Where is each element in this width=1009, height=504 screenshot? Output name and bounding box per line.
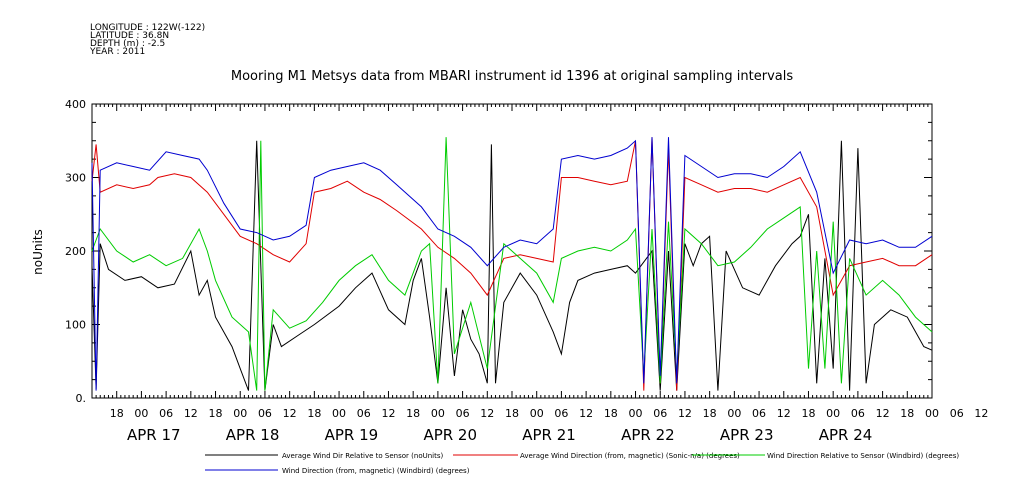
- legend: Average Wind Dir Relative to Sensor (noU…: [205, 452, 959, 475]
- x-hour-label: 06: [752, 407, 766, 420]
- x-day-label: APR 17: [127, 426, 181, 444]
- y-tick-label: 300: [65, 172, 86, 185]
- x-hour-label: 06: [653, 407, 667, 420]
- x-hour-label: 00: [925, 407, 939, 420]
- y-tick-label: 0.: [76, 392, 87, 405]
- y-axis-label: noUnits: [31, 229, 45, 275]
- legend-label: Average Wind Direction (from, magnetic) …: [520, 452, 740, 460]
- x-hour-label: 00: [629, 407, 643, 420]
- x-hour-label: 06: [357, 407, 371, 420]
- axis-ticks: 0. 100 200 300 400 18 00 06 12 18 00 06 12 18 00 06 12 18…: [65, 98, 988, 444]
- x-hour-label: 18: [505, 407, 519, 420]
- meta-year: YEAR : 2011: [90, 47, 146, 57]
- x-day-label: APR 23: [720, 426, 774, 444]
- x-hour-label: 12: [974, 407, 988, 420]
- x-hour-label: 12: [777, 407, 791, 420]
- x-day-label: APR 22: [621, 426, 675, 444]
- chart-title: Mooring M1 Metsys data from MBARI instru…: [231, 69, 793, 84]
- x-hour-label: 06: [456, 407, 470, 420]
- x-hour-label: 00: [727, 407, 741, 420]
- series-layer: [91, 137, 933, 391]
- x-day-label: APR 19: [325, 426, 379, 444]
- x-hour-label: 00: [826, 407, 840, 420]
- legend-label: Average Wind Dir Relative to Sensor (noU…: [282, 452, 443, 460]
- x-hour-label: 00: [134, 407, 148, 420]
- series-line-1: [91, 137, 933, 391]
- x-day-label: APR 21: [522, 426, 576, 444]
- x-hour-label: 00: [431, 407, 445, 420]
- series-line-0: [91, 140, 933, 391]
- legend-label: Wind Direction (from, magnetic) (Windbir…: [282, 467, 470, 475]
- x-hour-label: 00: [332, 407, 346, 420]
- x-hour-label: 18: [801, 407, 815, 420]
- x-day-label: APR 20: [423, 426, 477, 444]
- y-tick-label: 400: [65, 98, 86, 111]
- x-day-label: APR 24: [819, 426, 873, 444]
- y-tick-label: 100: [65, 319, 86, 332]
- x-hour-label: 18: [406, 407, 420, 420]
- x-day-label: APR 18: [226, 426, 280, 444]
- x-hour-label: 18: [307, 407, 321, 420]
- x-hour-label: 00: [233, 407, 247, 420]
- series-line-2: [91, 137, 933, 391]
- x-hour-label: 06: [950, 407, 964, 420]
- x-hour-label: 18: [209, 407, 223, 420]
- x-hour-label: 12: [579, 407, 593, 420]
- x-hour-label: 06: [851, 407, 865, 420]
- x-hour-label: 12: [480, 407, 494, 420]
- meta-depth: DEPTH (m) : -2.5: [90, 39, 166, 49]
- x-hour-label: 12: [283, 407, 297, 420]
- x-hour-label: 00: [530, 407, 544, 420]
- legend-label: Wind Direction Relative to Sensor (Windb…: [767, 452, 959, 460]
- x-hour-label: 06: [159, 407, 173, 420]
- x-hour-label: 18: [110, 407, 124, 420]
- x-hour-label: 06: [258, 407, 272, 420]
- meta-longitude: LONGITUDE : 122W(-122): [90, 23, 206, 33]
- meta-latitude: LATITUDE : 36.8N: [90, 31, 170, 41]
- x-hour-label: 18: [900, 407, 914, 420]
- x-hour-label: 12: [184, 407, 198, 420]
- x-hour-label: 12: [678, 407, 692, 420]
- x-hour-label: 18: [703, 407, 717, 420]
- x-hour-label: 18: [604, 407, 618, 420]
- x-hour-label: 12: [876, 407, 890, 420]
- x-hour-label: 06: [554, 407, 568, 420]
- series-line-3: [91, 137, 933, 391]
- x-hour-label: 12: [381, 407, 395, 420]
- y-tick-label: 200: [65, 245, 86, 258]
